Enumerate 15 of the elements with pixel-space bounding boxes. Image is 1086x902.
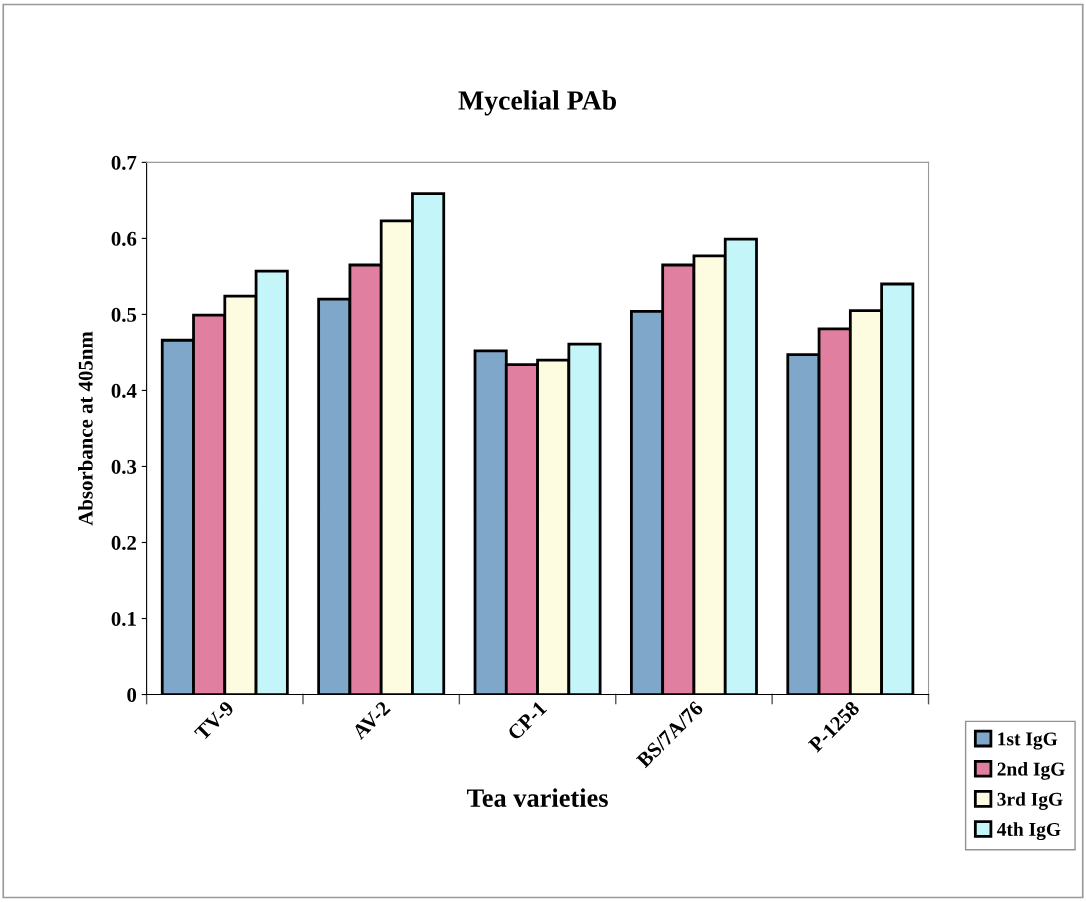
legend-label: 1st IgG: [998, 732, 1058, 750]
y-tick-label: 0.4: [111, 383, 137, 398]
legend-label: 3rd IgG: [997, 792, 1063, 810]
y-axis-title: Absorbance at 405nm: [78, 331, 93, 526]
y-tick-label: 0.1: [111, 611, 136, 627]
y-tick-label: 0.7: [111, 155, 137, 170]
y-tick-label: 0.6: [111, 231, 137, 246]
x-axis-title: Tea varieties: [467, 788, 608, 807]
chart-title: Mycelial PAb: [458, 90, 617, 116]
y-tick-label: 0: [127, 687, 137, 702]
y-tick-label: 0.3: [111, 459, 137, 474]
y-tick-label: 0.2: [111, 535, 136, 551]
y-tick-label: 0.5: [111, 307, 137, 322]
legend-label: 4th IgG: [997, 822, 1061, 841]
legend-label: 2nd IgG: [997, 761, 1065, 780]
